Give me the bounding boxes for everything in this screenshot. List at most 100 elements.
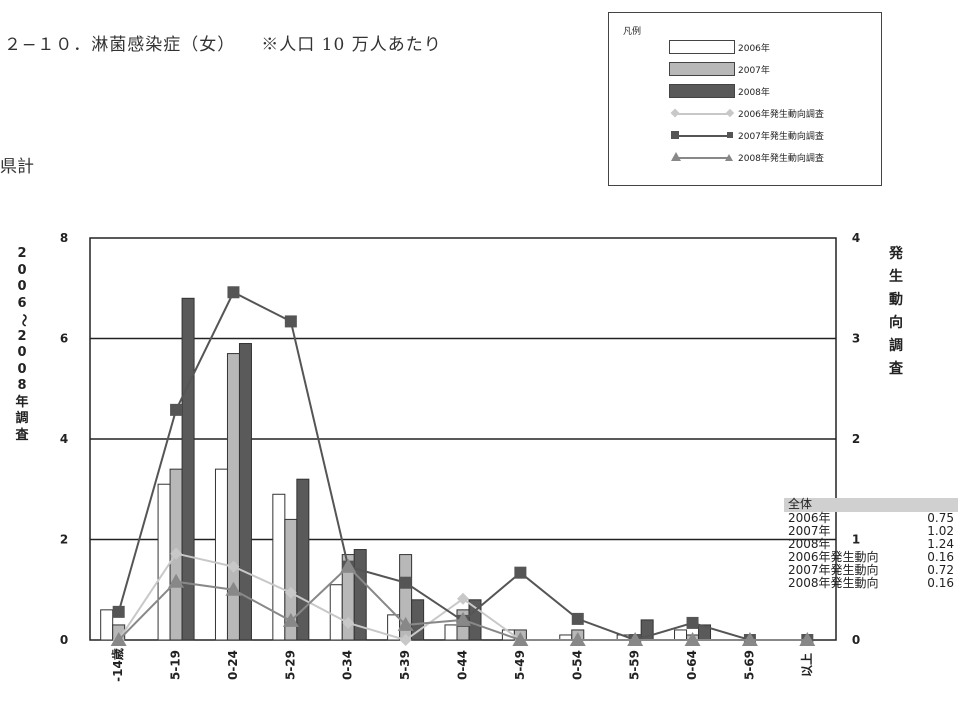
point-triangle — [627, 632, 644, 646]
point-triangle — [741, 632, 758, 646]
point-diamond — [457, 592, 469, 605]
point-square — [686, 616, 699, 629]
right-axis-label-char: 発 — [889, 246, 903, 262]
bar — [226, 353, 240, 641]
chart-title: ２−１０．淋菌感染症（女） ※人口 10 万人あたり — [4, 30, 442, 55]
summary-row-label: 2006年 — [788, 511, 831, 525]
summary-row-value: 1.24 — [927, 537, 954, 551]
legend-item-label: 2008年発生動向調査 — [738, 153, 824, 164]
summary-row: 2008年 1.24 — [784, 538, 958, 551]
legend-bar-swatch — [669, 84, 735, 98]
point-diamond — [284, 586, 297, 599]
left-tick-label: 0 — [60, 633, 68, 647]
left-axis-label-char: 2 — [17, 328, 27, 344]
x-tick-label: -14歳 — [110, 648, 125, 682]
right-axis-label-char: 生 — [889, 269, 903, 285]
point-triangle — [340, 558, 357, 573]
right-axis-label-char: 調 — [889, 338, 903, 354]
legend-item-label: 2006年発生動向調査 — [738, 109, 824, 120]
x-tick-label: 0-64 — [685, 650, 699, 680]
left-axis-label-char: 6 — [17, 295, 27, 311]
point-square — [170, 403, 183, 416]
right-tick-label: 0 — [852, 633, 860, 647]
x-tick-label: 5-59 — [628, 650, 642, 680]
point-triangle — [110, 632, 127, 646]
left-axis-label-char: 年 — [15, 394, 29, 410]
summary-row-label: 2006年発生動向 — [788, 550, 879, 564]
point-square — [112, 605, 125, 618]
point-square — [514, 566, 527, 579]
point-square — [227, 286, 240, 299]
legend: 凡例 2006年 2007年 2008年 2006年発生動向調査 2007年発生動向調査… — [608, 12, 882, 186]
left-tick-label: 8 — [60, 231, 68, 245]
legend-line-swatch — [669, 106, 735, 120]
legend-title: 凡例 — [623, 27, 642, 37]
bar — [272, 493, 286, 641]
legend-bar-swatch — [669, 62, 735, 76]
bar — [468, 599, 482, 641]
left-axis-label-char: 0 — [17, 361, 27, 377]
left-axis-label-char: 2 — [17, 246, 27, 261]
summary-row-label: 2007年発生動向 — [788, 563, 879, 577]
x-tick-label: 以上 — [799, 653, 814, 677]
summary-row: 2008年発生動向 0.16 — [784, 577, 958, 590]
legend-bar-swatch — [669, 40, 735, 54]
summary-header: 全体 — [784, 498, 958, 512]
left-axis-label-char: 0 — [17, 279, 27, 294]
legend-item-label: 2008年 — [738, 87, 770, 98]
bar — [296, 478, 310, 641]
point-triangle — [684, 632, 701, 646]
right-tick-label: 1 — [852, 533, 860, 547]
point-triangle — [569, 632, 586, 646]
title-note: ※人口 10 万人あたり — [261, 35, 442, 55]
bar — [238, 343, 252, 641]
left-axis-label-char: 0 — [17, 345, 27, 360]
legend-item: 2008年発生動向調査 — [669, 149, 824, 165]
legend-item: 2007年 — [669, 61, 770, 77]
bar — [100, 609, 114, 641]
right-axis-label: 発生動向調査 — [886, 243, 906, 381]
bar — [444, 624, 458, 641]
summary-row-label: 2008年発生動向 — [788, 576, 879, 590]
bar — [674, 629, 688, 641]
right-tick-label: 3 — [852, 332, 860, 346]
x-tick-label: 0-44 — [456, 650, 470, 680]
title-text: ２−１０．淋菌感染症（女） — [4, 35, 236, 55]
right-tick-label: 4 — [852, 231, 860, 245]
point-diamond — [399, 634, 412, 646]
legend-line-swatch — [669, 150, 735, 164]
summary-row: 2006年発生動向 0.16 — [784, 551, 958, 564]
bar — [353, 549, 367, 641]
summary-row-value: 0.16 — [927, 550, 954, 564]
right-axis-label-char: 動 — [889, 292, 903, 308]
legend-item-label: 2006年 — [738, 43, 770, 54]
x-tick-label: 0-54 — [570, 650, 584, 680]
summary-row: 2007年 1.02 — [784, 525, 958, 538]
legend-item: 2006年 — [669, 39, 770, 55]
bar — [214, 468, 228, 641]
point-triangle — [512, 632, 529, 646]
region-label: 県計 — [0, 157, 34, 177]
left-axis-label-char: 8 — [17, 378, 27, 393]
legend-item-label: 2007年発生動向調査 — [738, 131, 824, 142]
legend-item-label: 2007年 — [738, 65, 770, 76]
summary-row: 2007年発生動向 0.72 — [784, 564, 958, 577]
bar — [181, 297, 195, 641]
point-triangle — [397, 616, 414, 631]
left-axis-label-char: 0 — [17, 262, 27, 278]
point-triangle — [799, 632, 816, 646]
left-tick-label: 6 — [60, 332, 68, 346]
x-tick-label: 5-69 — [742, 650, 756, 680]
point-square — [399, 576, 412, 589]
left-axis-label-char: 査 — [15, 427, 29, 443]
x-tick-label: 5-49 — [513, 650, 527, 680]
point-triangle — [455, 611, 471, 626]
x-tick-label: 5-19 — [169, 650, 183, 680]
left-tick-label: 4 — [60, 432, 68, 446]
x-tick-label: 5-29 — [283, 650, 297, 680]
x-tick-label: 5-39 — [398, 650, 412, 680]
legend-item: 2007年発生動向調査 — [669, 127, 824, 143]
x-tick-label: 0-34 — [341, 650, 355, 680]
summary-row-value: 0.16 — [927, 576, 954, 590]
